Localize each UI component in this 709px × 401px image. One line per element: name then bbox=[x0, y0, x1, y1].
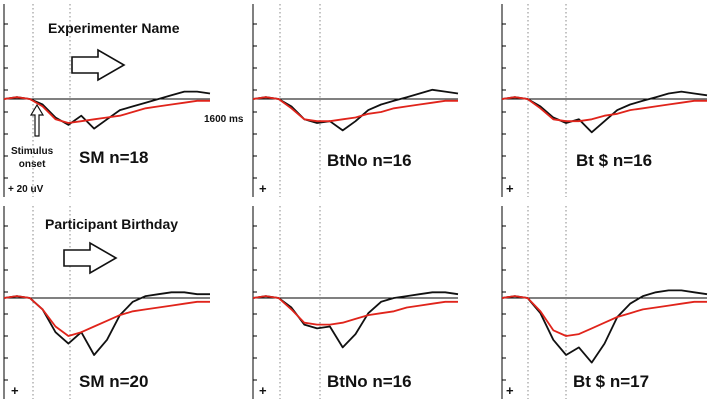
polarity-mark: + bbox=[11, 383, 19, 398]
time-label: 1600 ms bbox=[204, 114, 244, 125]
stimulus-label-line2: onset bbox=[18, 159, 46, 170]
panel-label-bt-bottom: Bt $ n=17 bbox=[573, 372, 650, 391]
panel-label-sm-top: SM n=18 bbox=[79, 148, 149, 167]
right-arrow-icon bbox=[63, 241, 118, 275]
erp-line-black bbox=[501, 289, 708, 364]
erp-line-red bbox=[501, 295, 707, 337]
stimulus-label-line1: Stimulus bbox=[11, 146, 54, 157]
amplitude-scale-label: + 20 uV bbox=[8, 184, 44, 195]
erp-line-black bbox=[501, 90, 708, 134]
panel-label-sm-bottom: SM n=20 bbox=[79, 372, 149, 391]
erp-line-red bbox=[252, 96, 458, 123]
polarity-mark: + bbox=[259, 383, 267, 398]
erp-line-red bbox=[3, 295, 210, 337]
right-arrow-icon bbox=[71, 48, 126, 82]
heading-participant-birthday: Participant Birthday bbox=[45, 216, 179, 232]
erp-line-black bbox=[3, 90, 211, 130]
erp-line-black bbox=[252, 291, 459, 349]
polarity-mark: + bbox=[506, 383, 514, 398]
polarity-mark: + bbox=[506, 181, 514, 196]
heading-experimenter-name: Experimenter Name bbox=[48, 20, 180, 36]
erp-line-red bbox=[3, 96, 210, 124]
panel-label-bt-top: Bt $ n=16 bbox=[576, 151, 653, 170]
erp-line-red bbox=[252, 295, 458, 326]
panel-label-btno-top: BtNo n=16 bbox=[327, 151, 412, 170]
panel-label-btno-bottom: BtNo n=16 bbox=[327, 372, 412, 391]
polarity-mark: + bbox=[259, 181, 267, 196]
stimulus-onset-label: Stimulus onset bbox=[11, 145, 53, 171]
up-arrow-icon bbox=[29, 103, 45, 137]
erp-line-black bbox=[252, 88, 459, 132]
erp-line-red bbox=[501, 96, 707, 123]
